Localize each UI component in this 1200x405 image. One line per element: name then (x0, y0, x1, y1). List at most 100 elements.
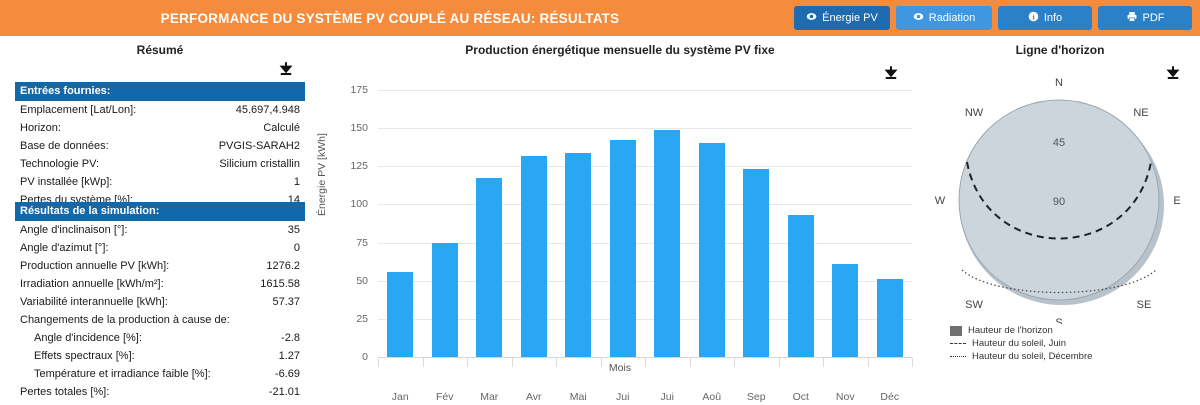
compass-label-nw: NW (965, 107, 984, 119)
x-axis-tick: Jui (616, 391, 630, 403)
dotted-line-icon (950, 356, 966, 357)
row-key: Température et irradiance faible [%]: (34, 367, 211, 380)
svg-text:i: i (1032, 12, 1034, 21)
row-value: 45.697,4.948 (235, 103, 300, 116)
chart-bar[interactable] (876, 279, 903, 357)
summary-panel: Résumé Entrées fournies: Emplacement [La… (0, 36, 320, 405)
chart-bar[interactable] (476, 178, 503, 357)
horizon-download-icon[interactable] (1164, 64, 1182, 87)
chart-bar[interactable] (743, 169, 770, 357)
legend-item-sun-june: Hauteur du soleil, Juin (950, 337, 1092, 350)
row-value: Calculé (263, 121, 300, 134)
radial-label-45: 45 (1053, 137, 1065, 149)
summary-title: Résumé (136, 43, 184, 57)
horizon-title: Ligne d'horizon (1015, 43, 1105, 57)
row-key: PV installée [kWp]: (20, 175, 113, 188)
chart-bar[interactable] (832, 263, 859, 357)
info-button[interactable]: i Info (998, 6, 1092, 30)
row-key: Angle d'inclinaison [°]: (20, 223, 128, 236)
chart-bar[interactable] (787, 215, 814, 357)
row-key: Technologie PV: (20, 157, 100, 170)
x-axis-separator (867, 358, 869, 367)
x-axis-separator (734, 358, 735, 367)
horizon-polar-diagram[interactable]: 45 90 N NE E SE S SW W NW (926, 64, 1194, 324)
pdf-button[interactable]: PDF (1098, 6, 1192, 30)
x-axis-separator (912, 358, 913, 367)
chart-title: Production énergétique mensuelle du syst… (465, 43, 775, 57)
compass-label-ne: NE (1133, 107, 1148, 119)
y-axis-tick: 0 (362, 351, 368, 363)
chart-bar[interactable] (609, 140, 636, 357)
energie-pv-button[interactable]: Énergie PV (794, 6, 890, 30)
horizon-legend: Hauteur de l'horizon Hauteur du soleil, … (950, 324, 1092, 363)
app-header: PERFORMANCE DU SYSTÈME PV COUPLÉ AU RÉSE… (0, 0, 1200, 36)
compass-label-n: N (1055, 77, 1063, 89)
x-axis-tick: Avr (525, 391, 542, 403)
x-axis-separator (467, 358, 468, 367)
x-axis-separator (823, 358, 824, 367)
y-axis-label: Énergie PV [kWh] (316, 133, 328, 216)
legend-item-sun-december: Hauteur du soleil, Décembre (950, 350, 1092, 363)
x-axis-tick: Oct (792, 391, 809, 403)
grid-line (378, 242, 912, 244)
x-axis-label: Mois (608, 362, 632, 374)
table-row: Température et irradiance faible [%]: -6.… (15, 365, 305, 383)
row-key: Irradiation annuelle [kWh/m²]: (20, 277, 164, 290)
table-row: Irradiation annuelle [kWh/m²]: 1615.58 (15, 275, 305, 293)
chart-bar[interactable] (387, 271, 414, 357)
row-value: 1.27 (278, 349, 300, 362)
table-row: Angle d'azimut [°]: 0 (15, 239, 305, 257)
row-key: Pertes totales [%]: (20, 385, 110, 398)
x-axis-separator (689, 358, 691, 367)
chart-bar[interactable] (431, 242, 458, 357)
row-key: Variabilité interannuelle [kWh]: (20, 295, 168, 308)
table-row: Variabilité interannuelle [kWh]: 57.37 (15, 293, 305, 311)
grid-line (378, 318, 912, 320)
table-row: Changements de la production à cause de: (15, 311, 305, 329)
pv-panel-icon (806, 11, 817, 25)
chart-bar[interactable] (520, 155, 547, 357)
row-key: Changements de la production à cause de: (20, 313, 230, 326)
row-value: 1615.58 (260, 277, 300, 290)
chart-bar[interactable] (654, 129, 681, 357)
chart-download-icon[interactable] (882, 64, 900, 87)
bar-chart-plot-area[interactable]: Énergie PV [kWh] Mois 0 25 50 75 100 125 150 17… (316, 66, 920, 405)
row-value: 0 (293, 241, 300, 254)
table-row: Angle d'incidence [%]: -2.8 (15, 329, 305, 347)
x-axis-separator (600, 358, 602, 367)
legend-item-horizon: Hauteur de l'horizon (950, 324, 1092, 337)
row-key: Angle d'incidence [%]: (34, 331, 142, 344)
inputs-table-body: Emplacement [Lat/Lon]: 45.697,4.948 Horiz… (15, 101, 305, 209)
row-value: 1 (293, 175, 300, 188)
x-axis-tick: Déc (880, 391, 900, 403)
summary-download-icon[interactable] (277, 60, 295, 83)
grid-line (378, 166, 912, 168)
x-axis-separator (645, 358, 646, 367)
info-button-label: Info (1043, 12, 1063, 24)
x-axis-tick: Aoû (702, 391, 722, 403)
row-key: Production annuelle PV [kWh]: (20, 259, 170, 272)
inputs-table-header: Entrées fournies: (15, 82, 305, 101)
grid-line (378, 90, 912, 91)
x-axis-tick: Fév (435, 391, 454, 403)
y-axis-tick: 100 (350, 198, 368, 211)
results-table-body: Angle d'inclinaison [°]: 35 Angle d'azimu… (15, 221, 305, 401)
grid-line (378, 128, 912, 130)
row-value: 57.37 (272, 295, 300, 308)
legend-label: Hauteur du soleil, Juin (972, 338, 1066, 349)
horizon-panel: Ligne d'horizon 45 90 N NE E SE (920, 36, 1200, 405)
row-key: Horizon: (20, 121, 61, 134)
chart-bar[interactable] (698, 143, 725, 357)
row-value: -6.69 (274, 367, 300, 380)
legend-label: Hauteur du soleil, Décembre (972, 351, 1093, 362)
results-table: Résultats de la simulation: Angle d'incl… (15, 202, 305, 401)
compass-label-se: SE (1137, 299, 1152, 311)
row-key: Base de données: (20, 139, 109, 152)
chart-bar[interactable] (565, 152, 592, 357)
x-axis-tick: Jui (660, 391, 674, 403)
table-row: Technologie PV: Silicium cristallin (15, 155, 305, 173)
results-table-header: Résultats de la simulation: (15, 202, 305, 221)
y-axis-tick: 25 (356, 312, 368, 325)
radiation-button[interactable]: Radiation (896, 6, 992, 30)
